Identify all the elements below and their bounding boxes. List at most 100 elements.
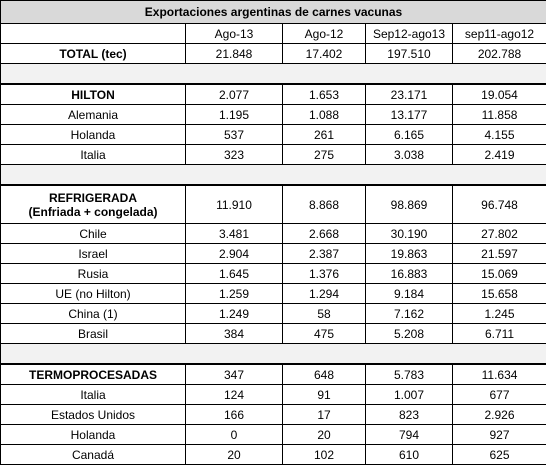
value-cell: 166	[185, 404, 283, 425]
header-corner	[0, 23, 186, 44]
value-cell: 6.165	[365, 124, 453, 145]
value-cell: 19.863	[365, 243, 453, 264]
value-cell: 0	[185, 424, 283, 445]
row-label: Brasil	[0, 323, 186, 344]
value-cell: 648	[282, 363, 366, 385]
value-cell: 102	[282, 444, 366, 465]
value-cell: 96.748	[451, 184, 546, 224]
value-cell: 2.387	[282, 243, 366, 264]
value-cell: 537	[185, 124, 283, 145]
value-cell: 197.510	[365, 43, 453, 64]
value-cell: 4.155	[451, 124, 546, 145]
value-cell: 475	[282, 323, 366, 344]
value-cell: 927	[451, 424, 546, 445]
row-label: Israel	[0, 243, 186, 264]
row-label: Italia	[0, 384, 186, 405]
item-row: Alemania 1.195 1.088 13.177 11.858	[0, 104, 546, 125]
value-cell: 323	[185, 144, 283, 165]
value-cell: 17	[282, 404, 366, 425]
row-label: UE (no Hilton)	[0, 283, 186, 304]
header-row: Ago-13 Ago-12 Sep12-ago13 sep11-ago12	[0, 23, 546, 44]
value-cell: 1.007	[365, 384, 453, 405]
value-cell: 1.249	[185, 303, 283, 324]
column-header: Ago-12	[282, 23, 366, 44]
value-cell: 1.645	[185, 263, 283, 284]
spacer-row	[0, 63, 546, 85]
value-cell: 15.069	[451, 263, 546, 284]
item-row: Israel 2.904 2.387 19.863 21.597	[0, 243, 546, 264]
value-cell: 2.077	[185, 83, 283, 105]
item-row: Chile 3.481 2.668 30.190 27.802	[0, 223, 546, 244]
value-cell: 823	[365, 404, 453, 425]
section-name: HILTON	[71, 87, 115, 102]
section-row: HILTON 2.077 1.653 23.171 19.054	[0, 83, 546, 105]
value-cell: 9.184	[365, 283, 453, 304]
section-label: TERMOPROCESADAS	[0, 363, 186, 385]
value-cell: 15.658	[451, 283, 546, 304]
value-cell: 13.177	[365, 104, 453, 125]
spacer-cell	[0, 343, 546, 365]
section-name: REFRIGERADA	[48, 190, 137, 205]
value-cell: 2.904	[185, 243, 283, 264]
value-cell: 677	[451, 384, 546, 405]
value-cell: 124	[185, 384, 283, 405]
value-cell: 1.376	[282, 263, 366, 284]
item-row: Italia 323 275 3.038 2.419	[0, 144, 546, 165]
item-row: Estados Unidos 166 17 823 2.926	[0, 404, 546, 425]
spacer-row	[0, 343, 546, 365]
value-cell: 17.402	[282, 43, 366, 64]
row-label: TOTAL (tec)	[0, 43, 186, 64]
value-cell: 625	[451, 444, 546, 465]
row-label: Rusia	[0, 263, 186, 284]
column-header: Sep12-ago13	[365, 23, 453, 44]
value-cell: 3.038	[365, 144, 453, 165]
value-cell: 1.259	[185, 283, 283, 304]
title-row: Exportaciones argentinas de carnes vacun…	[0, 0, 546, 24]
item-row: Italia 124 91 1.007 677	[0, 384, 546, 405]
item-row: China (1) 1.249 58 7.162 1.245	[0, 303, 546, 324]
value-cell: 19.054	[451, 83, 546, 105]
row-label: Holanda	[0, 424, 186, 445]
column-header: sep11-ago12	[451, 23, 546, 44]
total-row: TOTAL (tec) 21.848 17.402 197.510 202.788	[0, 43, 546, 64]
value-cell: 794	[365, 424, 453, 445]
value-cell: 202.788	[451, 43, 546, 64]
value-cell: 20	[185, 444, 283, 465]
section-name: TERMOPROCESADAS	[28, 367, 157, 382]
value-cell: 27.802	[451, 223, 546, 244]
value-cell: 5.783	[365, 363, 453, 385]
item-row: Holanda 537 261 6.165 4.155	[0, 124, 546, 145]
value-cell: 21.597	[451, 243, 546, 264]
row-label: Canadá	[0, 444, 186, 465]
item-row: Canadá 20 102 610 625	[0, 444, 546, 465]
section-row: REFRIGERADA (Enfriada + congelada) 11.910 8…	[0, 184, 546, 224]
value-cell: 347	[185, 363, 283, 385]
section-label: HILTON	[0, 83, 186, 105]
item-row: Holanda 0 20 794 927	[0, 424, 546, 445]
value-cell: 275	[282, 144, 366, 165]
value-cell: 384	[185, 323, 283, 344]
row-label: Estados Unidos	[0, 404, 186, 425]
value-cell: 21.848	[185, 43, 283, 64]
item-row: UE (no Hilton) 1.259 1.294 9.184 15.658	[0, 283, 546, 304]
value-cell: 16.883	[365, 263, 453, 284]
value-cell: 6.711	[451, 323, 546, 344]
value-cell: 11.634	[451, 363, 546, 385]
value-cell: 11.910	[185, 184, 283, 224]
table-title: Exportaciones argentinas de carnes vacun…	[0, 0, 546, 24]
row-label: China (1)	[0, 303, 186, 324]
value-cell: 1.653	[282, 83, 366, 105]
column-header: Ago-13	[185, 23, 283, 44]
value-cell: 261	[282, 124, 366, 145]
item-row: Rusia 1.645 1.376 16.883 15.069	[0, 263, 546, 284]
value-cell: 58	[282, 303, 366, 324]
value-cell: 2.926	[451, 404, 546, 425]
value-cell: 98.869	[365, 184, 453, 224]
item-row: Brasil 384 475 5.208 6.711	[0, 323, 546, 344]
spacer-cell	[0, 164, 546, 186]
row-label: Holanda	[0, 124, 186, 145]
value-cell: 3.481	[185, 223, 283, 244]
value-cell: 1.294	[282, 283, 366, 304]
